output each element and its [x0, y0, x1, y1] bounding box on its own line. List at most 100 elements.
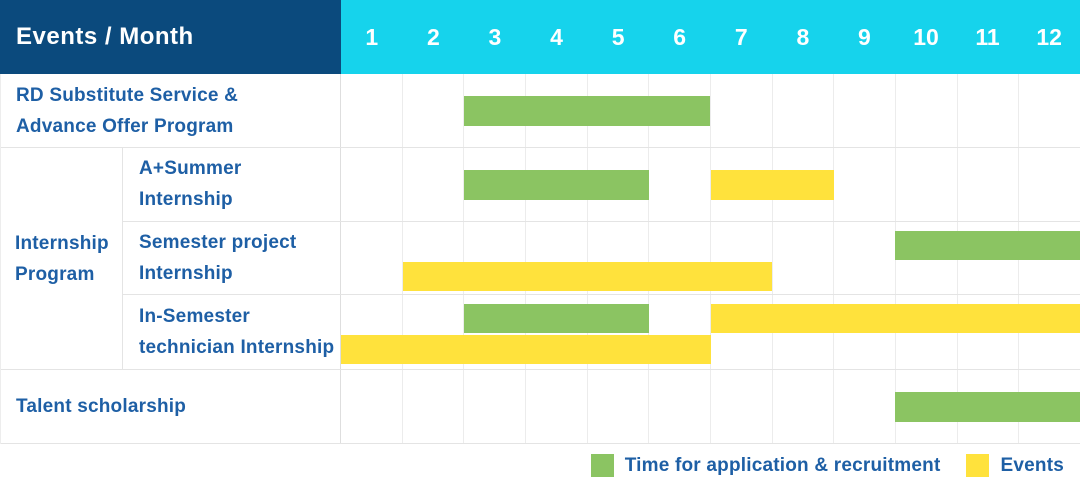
timeline: [341, 74, 1080, 147]
label-line: Advance Offer Program: [16, 115, 234, 137]
bar-event: [710, 304, 1080, 334]
legend-item-recruitment: Time for application & recruitment: [590, 454, 941, 477]
month-header-cell: 2: [426, 23, 440, 50]
label-line: A+Summer: [139, 158, 242, 180]
month-cell: [956, 74, 1019, 147]
row-sublabel: A+Summer Internship: [123, 148, 341, 221]
month-cell: [648, 221, 710, 295]
corner-label: Events / Month: [16, 23, 194, 50]
gantt-subrow: A+Summer Internship: [123, 148, 1080, 222]
legend-swatch-recruitment: [590, 454, 614, 477]
month-cell: [895, 74, 957, 147]
month-header-cell: 5: [611, 23, 625, 50]
legend-item-event: Events: [966, 454, 1064, 477]
bar-event: [710, 170, 834, 200]
month-cell: [463, 148, 525, 221]
month-cell: [1018, 148, 1080, 221]
month-cell: [525, 221, 587, 295]
label-line: Semester project: [139, 232, 297, 253]
month-cell: [341, 148, 402, 221]
label-line: technician Internship: [139, 337, 335, 359]
month-cell: [771, 221, 834, 295]
month-cell: [710, 221, 772, 295]
month-cell: [463, 370, 525, 443]
month-cell: [648, 148, 710, 221]
gantt-body: RD Substitute Service & Advance Offer Pro…: [0, 74, 1080, 444]
row-sublabel: Semester project Internship: [123, 221, 341, 295]
bar-recruitment: [464, 96, 711, 126]
month-cell: [341, 222, 402, 295]
month-cell: [833, 148, 895, 221]
label-line: Program: [15, 263, 95, 285]
timeline: [341, 148, 1080, 221]
month-header-cell: 7: [734, 23, 748, 50]
month-header-cell: 8: [796, 23, 810, 50]
row-sublabel: In-Semester technician Internship: [123, 295, 341, 369]
table-header-row: Events / Month 1 2 3 4 5 6 7 8 9 10 11 12: [0, 0, 1080, 74]
month-header-cell: 11: [975, 23, 1000, 50]
month-cell: [586, 370, 649, 443]
month-cell: [771, 370, 834, 443]
month-cell: [710, 74, 772, 147]
month-cell: [463, 221, 525, 295]
gantt-row-group: Internship Program A+Summer Internship Semes…: [1, 148, 1080, 370]
row-label: RD Substitute Service & Advance Offer Pro…: [1, 74, 341, 147]
label-line: Internship: [139, 189, 233, 211]
month-cell: [401, 370, 464, 443]
label-line: Internship: [139, 263, 233, 284]
month-header-cell: 6: [673, 23, 687, 50]
month-cell: [401, 221, 464, 295]
timeline: [341, 370, 1080, 443]
legend-label: Events: [1000, 454, 1064, 476]
month-cell: [401, 295, 464, 369]
timeline: [341, 221, 1080, 295]
gantt-row: Talent scholarship: [1, 370, 1080, 444]
label-line: In-Semester: [139, 306, 250, 328]
table-header-corner: Events / Month: [0, 0, 341, 74]
month-cell: [648, 370, 710, 443]
legend-swatch-event: [966, 454, 990, 477]
label-line: Talent scholarship: [16, 396, 187, 417]
month-cell: [401, 148, 464, 221]
month-cell: [341, 370, 402, 443]
month-cell: [833, 370, 895, 443]
month-cell: [1018, 74, 1080, 147]
row-label: Talent scholarship: [1, 370, 341, 443]
month-cell: [956, 148, 1019, 221]
month-cell: [833, 221, 895, 295]
month-cell: [341, 74, 402, 147]
month-cell: [463, 74, 525, 147]
month-cell: [771, 74, 834, 147]
group-subrows: A+Summer Internship Semester project Intern…: [123, 148, 1080, 369]
legend-label: Time for application & recruitment: [624, 454, 941, 476]
month-cell: [895, 148, 957, 221]
timeline: [341, 295, 1080, 369]
month-cell: [463, 295, 525, 369]
month-cell: [833, 74, 895, 147]
month-header-cell: 9: [858, 23, 871, 50]
gantt-subrow: In-Semester technician Internship: [123, 295, 1080, 369]
bar-recruitment: [895, 392, 1080, 422]
label-line: RD Substitute Service &: [16, 84, 239, 106]
label-line: Internship: [15, 232, 109, 254]
month-header-cell: 4: [550, 23, 563, 50]
gantt-subrow: Semester project Internship: [123, 221, 1080, 296]
month-cell: [525, 370, 587, 443]
bar-event: [341, 335, 711, 365]
month-cell: [710, 370, 772, 443]
bar-event: [402, 261, 773, 291]
bar-recruitment: [464, 304, 649, 334]
month-header-cell: 10: [913, 23, 939, 50]
month-cell: [586, 221, 649, 295]
month-header-cell: 1: [365, 23, 379, 50]
gantt-row: RD Substitute Service & Advance Offer Pro…: [1, 74, 1080, 148]
month-header-cell: 12: [1036, 23, 1062, 50]
bar-recruitment: [895, 230, 1080, 260]
legend: Time for application & recruitment Events: [590, 454, 1064, 477]
month-header-cell: 3: [488, 23, 502, 50]
month-header-row: 1 2 3 4 5 6 7 8 9 10 11 12: [341, 0, 1080, 74]
bar-recruitment: [464, 170, 649, 200]
group-label: Internship Program: [1, 148, 123, 369]
month-cell: [401, 74, 464, 147]
